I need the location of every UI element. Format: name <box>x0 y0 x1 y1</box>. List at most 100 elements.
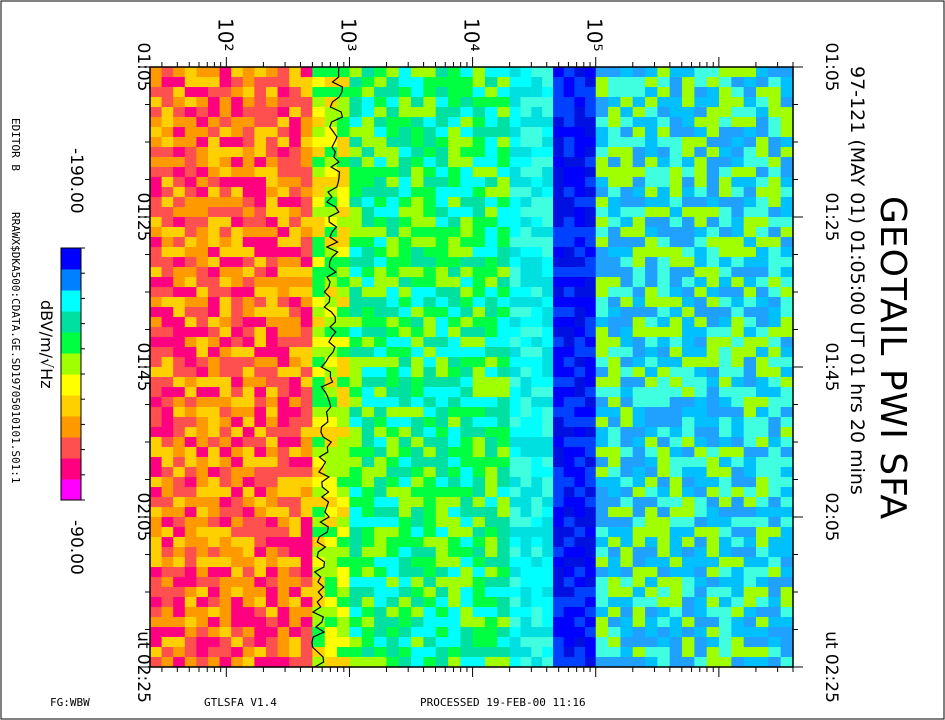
spectrogram-cell <box>219 657 232 668</box>
spectrogram-cell <box>574 527 586 538</box>
spectrogram-cell <box>719 407 732 418</box>
spectrogram-cell <box>645 347 658 358</box>
spectrogram-cell <box>682 477 695 488</box>
spectrogram-cell <box>150 367 163 378</box>
spectrogram-cell <box>435 307 449 318</box>
spectrogram-cell <box>620 377 634 388</box>
spectrogram-cell <box>768 407 782 418</box>
spectrogram-cell <box>184 627 197 638</box>
spectrogram-cell <box>386 127 400 138</box>
spectrogram-cell <box>300 137 313 148</box>
spectrogram-cell <box>435 597 449 608</box>
spectrogram-cell <box>460 347 474 358</box>
spectrogram-cell <box>472 567 486 578</box>
spectrogram-cell <box>731 97 745 108</box>
spectrogram-cell <box>289 297 302 308</box>
spectrogram-cell <box>585 597 597 608</box>
spectrogram-cell <box>161 267 174 278</box>
spectrogram-cell <box>472 607 486 618</box>
spectrogram-cell <box>300 67 313 78</box>
spectrogram-cell <box>411 567 424 578</box>
spectrogram-cell <box>585 67 597 78</box>
spectrogram-cell <box>682 597 695 608</box>
spectrogram-cell <box>150 377 163 388</box>
spectrogram-cell <box>289 177 302 188</box>
spectrogram-cell <box>231 287 244 298</box>
spectrogram-cell <box>743 337 757 348</box>
spectrogram-cell <box>485 437 498 448</box>
spectrogram-cell <box>731 417 745 428</box>
spectrogram-cell <box>620 77 634 88</box>
spectrogram-cell <box>497 87 511 98</box>
spectrogram-cell <box>231 97 244 108</box>
spectrogram-cell <box>423 277 437 288</box>
spectrogram-cell <box>553 217 565 228</box>
spectrogram-cell <box>231 197 244 208</box>
spectrogram-cell <box>208 427 221 438</box>
spectrogram-cell <box>553 497 565 508</box>
spectrogram-cell <box>173 87 186 98</box>
spectrogram-cell <box>231 367 244 378</box>
spectrogram-cell <box>743 507 757 518</box>
spectrogram-cell <box>242 627 255 638</box>
spectrogram-cell <box>312 137 326 148</box>
spectrogram-cell <box>620 357 634 368</box>
spectrogram-cell <box>719 627 732 638</box>
spectrogram-cell <box>542 297 554 308</box>
spectrogram-cell <box>520 577 532 588</box>
spectrogram-cell <box>265 467 279 478</box>
spectrogram-cell <box>150 457 163 468</box>
spectrogram-cell <box>743 197 757 208</box>
spectrogram-cell <box>669 617 683 628</box>
spectrogram-cell <box>608 267 621 278</box>
spectrogram-cell <box>219 327 232 338</box>
spectrogram-cell <box>509 107 522 118</box>
spectrogram-cell <box>731 207 745 218</box>
spectrogram-cell <box>386 237 400 248</box>
spectrogram-cell <box>694 237 708 248</box>
spectrogram-cell <box>756 147 769 158</box>
spectrogram-cell <box>682 637 695 648</box>
spectrogram-cell <box>184 367 197 378</box>
spectrogram-cell <box>520 227 532 238</box>
spectrogram-cell <box>161 657 174 668</box>
spectrogram-cell <box>669 537 683 548</box>
spectrogram-cell <box>150 477 163 488</box>
spectrogram-cell <box>374 347 388 358</box>
spectrogram-cell <box>574 487 586 498</box>
spectrogram-cell <box>645 207 658 218</box>
spectrogram-cell <box>485 517 498 528</box>
spectrogram-cell <box>657 67 671 78</box>
spectrogram-cell <box>585 407 597 418</box>
spectrogram-cell <box>542 587 554 598</box>
spectrogram-cell <box>324 547 338 558</box>
spectrogram-cell <box>208 67 221 78</box>
spectrogram-cell <box>574 207 586 218</box>
frequency-axis-top: 10² 10³ 10⁴ 10⁵ <box>161 18 794 67</box>
spectrogram-cell <box>780 457 794 468</box>
spectrogram-cell <box>706 627 720 638</box>
spectrogram-cell <box>768 347 782 358</box>
spectrogram-cell <box>657 327 671 338</box>
spectrogram-cell <box>694 87 708 98</box>
spectrogram-cell <box>542 347 554 358</box>
spectrogram-cell <box>485 647 498 658</box>
spectrogram-cell <box>254 247 267 258</box>
spectrogram-cell <box>460 557 474 568</box>
spectrogram-cell <box>242 247 255 258</box>
spectrogram-cell <box>324 187 338 198</box>
spectrogram-cell <box>768 277 782 288</box>
spectrogram-cell <box>472 507 486 518</box>
spectrogram-cell <box>337 327 351 338</box>
spectrogram-cell <box>682 587 695 598</box>
spectrogram-cell <box>608 297 621 308</box>
spectrogram-cell <box>768 657 782 668</box>
spectrogram-cell <box>706 497 720 508</box>
colorbar-swatch <box>61 395 81 417</box>
spectrogram-cell <box>277 637 290 648</box>
spectrogram-cell <box>780 597 794 608</box>
spectrogram-cell <box>542 657 554 668</box>
spectrogram-cell <box>743 637 757 648</box>
spectrogram-cell <box>485 457 498 468</box>
spectrogram-cell <box>542 397 554 408</box>
